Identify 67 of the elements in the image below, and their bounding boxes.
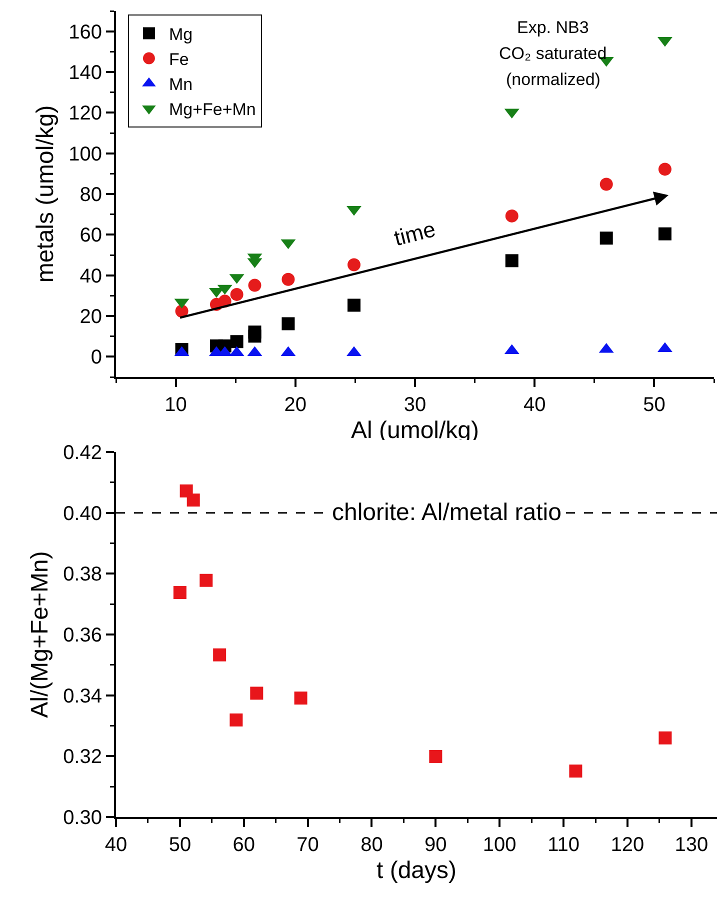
y-axis-title: metals (umol/kg) (32, 105, 60, 283)
annotation: time (392, 216, 438, 251)
point (200, 574, 213, 587)
x-tick-label: 110 (548, 834, 580, 856)
annotation: (normalized) (506, 70, 600, 89)
point (569, 764, 582, 778)
y-tick-label: 40 (80, 265, 102, 288)
point (600, 178, 613, 191)
x-tick-label: 120 (610, 834, 644, 856)
point (213, 648, 226, 662)
x-tick-label: 80 (360, 834, 383, 856)
legend-label: Mg (168, 24, 193, 44)
point (230, 335, 244, 348)
point (505, 254, 518, 268)
point (250, 686, 264, 700)
y-tick-label: 140 (68, 62, 102, 84)
x-tick-label: 90 (424, 834, 447, 856)
x-tick-label: 40 (523, 394, 546, 416)
ref-line-label: chlorite: Al/metal ratio (332, 499, 562, 526)
point (429, 750, 442, 763)
point (248, 326, 262, 339)
point (230, 713, 243, 726)
y-tick-label: 60 (80, 224, 102, 247)
y-tick-label: 0.32 (63, 746, 102, 768)
y-tick-label: 0.36 (63, 624, 102, 646)
legend-label: Fe (168, 50, 189, 69)
point (248, 278, 262, 292)
point (282, 317, 295, 330)
x-axis-title: t (days) (376, 856, 457, 884)
point (658, 162, 672, 176)
x-tick-label: 70 (296, 834, 319, 856)
x-tick-label: 10 (164, 394, 187, 416)
point (230, 288, 244, 301)
y-tick-label: 0.38 (63, 564, 102, 586)
point (600, 232, 613, 245)
y-tick-label: 0.34 (63, 685, 102, 708)
x-tick-label: 30 (404, 394, 426, 416)
x-tick-label: 60 (232, 834, 255, 856)
x-tick-label: 50 (168, 834, 192, 856)
point (282, 272, 295, 286)
point (173, 586, 186, 600)
point (294, 692, 308, 705)
legend-label: Mg+Fe+Mn (168, 100, 256, 120)
x-tick-label: 50 (643, 394, 666, 416)
y-tick-label: 0.30 (63, 807, 102, 829)
x-tick-label: 40 (104, 834, 128, 856)
point (658, 227, 672, 240)
y-tick-label: 0.42 (63, 442, 102, 464)
annotation: CO₂ saturated (499, 44, 607, 63)
x-tick-label: 20 (284, 394, 307, 416)
y-tick-label: 160 (68, 21, 102, 44)
y-tick-label: 120 (68, 102, 102, 125)
annotation: Exp. NB3 (517, 18, 589, 37)
legend-label: Mn (168, 75, 193, 94)
point (186, 494, 200, 507)
x-tick-label: 100 (482, 834, 516, 856)
point (505, 209, 518, 222)
y-tick-label: 0 (90, 346, 102, 369)
point (348, 298, 360, 312)
point (348, 258, 360, 272)
y-tick-label: 100 (68, 143, 102, 166)
y-axis-title: Al/(Mg+Fe+Mn) (26, 551, 54, 718)
y-tick-label: 80 (80, 184, 102, 206)
y-tick-label: 0.40 (63, 502, 102, 525)
point (658, 731, 672, 744)
y-tick-label: 20 (80, 306, 102, 328)
x-tick-label: 130 (674, 834, 708, 856)
